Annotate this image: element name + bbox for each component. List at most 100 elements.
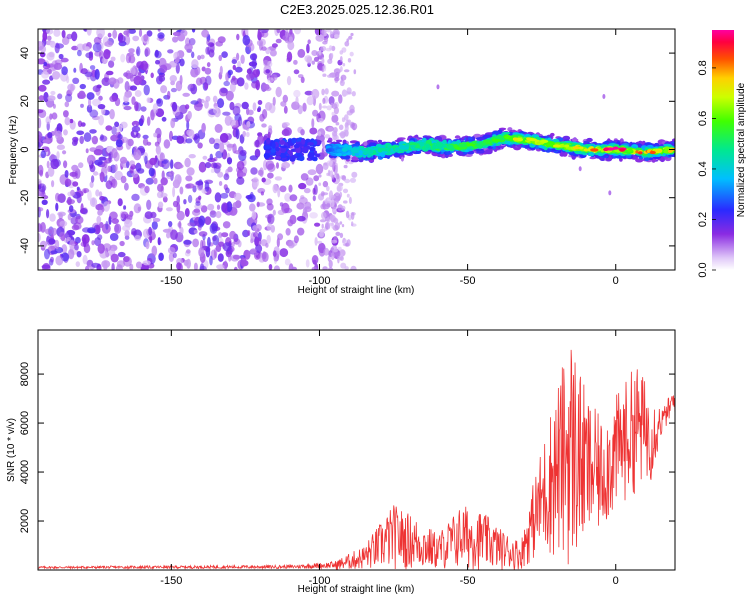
noise-blob bbox=[225, 72, 230, 82]
noise-blob bbox=[176, 135, 185, 144]
noise-blob bbox=[58, 53, 64, 60]
noise-blob bbox=[157, 32, 165, 39]
noise-blob bbox=[311, 118, 315, 128]
noise-blob bbox=[61, 30, 66, 38]
noise-blob bbox=[85, 148, 89, 154]
noise-blob bbox=[339, 191, 343, 198]
noise-blob bbox=[226, 143, 233, 152]
outlier-blob bbox=[578, 166, 582, 172]
noise-blob bbox=[38, 183, 47, 193]
noise-blob bbox=[111, 126, 117, 136]
noise-blob bbox=[272, 96, 276, 106]
band-hotspot bbox=[619, 148, 625, 152]
band-blob bbox=[484, 149, 493, 155]
noise-blob bbox=[91, 136, 96, 142]
noise-blob bbox=[91, 240, 95, 246]
noise-blob bbox=[293, 235, 299, 244]
noise-blob bbox=[285, 228, 291, 236]
noise-blob bbox=[257, 169, 264, 176]
band-blob bbox=[586, 137, 593, 143]
noise-blob bbox=[176, 262, 182, 270]
noise-blob bbox=[326, 105, 332, 111]
noise-blob bbox=[321, 223, 324, 229]
noise-blob bbox=[242, 35, 251, 46]
noise-blob bbox=[47, 132, 53, 139]
noise-blob bbox=[169, 60, 178, 68]
snr-panel: -150 -100 -50 0 2000 4000 6000 8000 Height of s… bbox=[6, 329, 676, 595]
noise-blob bbox=[71, 224, 80, 231]
noise-blob bbox=[248, 61, 258, 67]
noise-blob bbox=[52, 71, 61, 80]
noise-blob bbox=[51, 112, 58, 120]
noise-blob bbox=[334, 252, 341, 257]
band-hotspot bbox=[649, 150, 656, 155]
noise-blob bbox=[157, 201, 164, 209]
noise-blob bbox=[73, 67, 77, 73]
band-blob bbox=[341, 147, 348, 152]
noise-blob bbox=[268, 125, 273, 131]
noise-blob bbox=[143, 84, 150, 96]
noise-blob bbox=[210, 168, 215, 173]
noise-blob bbox=[146, 30, 153, 37]
noise-blob bbox=[120, 53, 126, 63]
noise-blob bbox=[128, 55, 136, 64]
noise-blob bbox=[38, 95, 45, 101]
band-blob bbox=[301, 138, 306, 145]
band-blob bbox=[377, 139, 383, 143]
noise-blob bbox=[144, 211, 153, 220]
noise-blob bbox=[311, 266, 318, 270]
noise-blob bbox=[178, 220, 182, 229]
noise-blob bbox=[131, 125, 141, 133]
band-blob bbox=[351, 148, 360, 153]
noise-blob bbox=[330, 239, 338, 244]
noise-blob bbox=[152, 103, 159, 114]
noise-blob bbox=[254, 139, 260, 148]
colorbar-tick-label: 0.0 bbox=[697, 262, 709, 277]
band-blob bbox=[456, 150, 463, 156]
noise-blob bbox=[59, 220, 68, 227]
noise-blob bbox=[138, 71, 142, 77]
noise-blob bbox=[186, 120, 190, 130]
band-blob bbox=[571, 138, 578, 142]
noise-blob bbox=[249, 155, 258, 161]
noise-blob bbox=[302, 102, 307, 112]
noise-blob bbox=[331, 90, 340, 97]
noise-blob bbox=[107, 32, 112, 38]
noise-blob bbox=[350, 32, 354, 37]
band-blob bbox=[308, 151, 315, 158]
noise-blob bbox=[216, 98, 225, 109]
noise-blob bbox=[38, 232, 41, 243]
noise-blob bbox=[66, 236, 71, 242]
noise-blob bbox=[198, 161, 207, 173]
noise-blob bbox=[337, 204, 344, 212]
noise-blob bbox=[305, 259, 310, 268]
noise-blob bbox=[246, 107, 250, 116]
noise-blob bbox=[302, 207, 308, 217]
noise-blob bbox=[179, 226, 184, 236]
noise-blob bbox=[97, 104, 106, 110]
noise-blob bbox=[280, 101, 287, 107]
noise-blob bbox=[69, 118, 74, 124]
band-blob bbox=[363, 141, 368, 146]
noise-blob bbox=[209, 153, 213, 161]
noise-blob bbox=[87, 189, 92, 201]
noise-blob bbox=[42, 79, 51, 85]
band-hotspot bbox=[540, 139, 549, 143]
noise-blob bbox=[240, 257, 247, 267]
noise-blob bbox=[331, 45, 336, 52]
noise-blob bbox=[144, 155, 148, 165]
noise-blob bbox=[340, 74, 347, 81]
band-blob bbox=[309, 146, 316, 152]
noise-blob bbox=[281, 122, 290, 127]
noise-blob bbox=[331, 114, 339, 123]
noise-blob bbox=[202, 155, 208, 160]
noise-blob bbox=[86, 104, 93, 113]
noise-blob bbox=[277, 233, 284, 241]
noise-blob bbox=[57, 211, 66, 217]
noise-blob bbox=[252, 102, 257, 111]
spectrogram-xtick-label: -100 bbox=[308, 275, 330, 287]
noise-blob bbox=[201, 122, 206, 133]
band-hotspot bbox=[612, 146, 619, 150]
noise-blob bbox=[338, 94, 343, 104]
noise-blob bbox=[245, 131, 250, 138]
